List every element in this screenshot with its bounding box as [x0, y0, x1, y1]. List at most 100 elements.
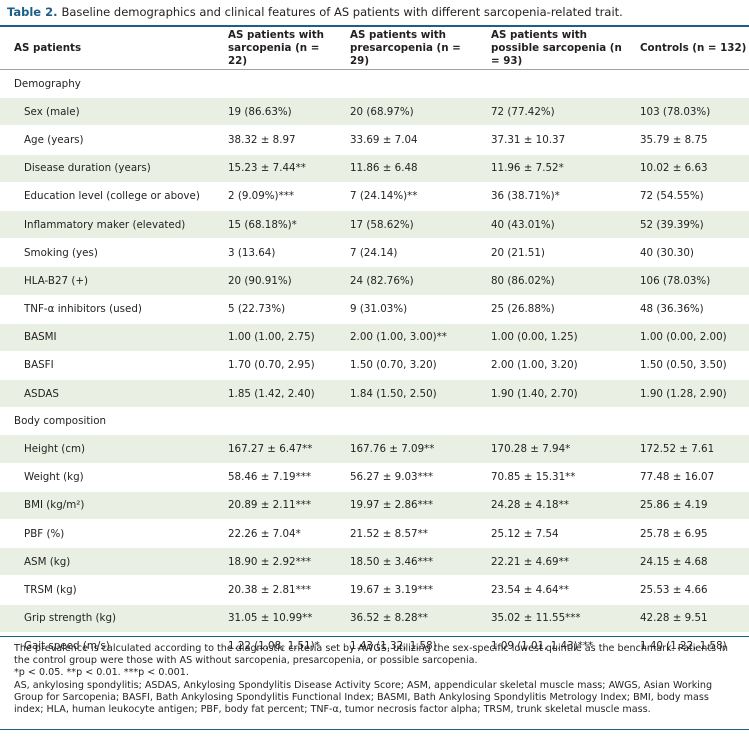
table-cell: 9 (31.03%) — [336, 294, 477, 324]
section-title: Demography — [0, 69, 749, 98]
footnote-prevalence: The prevalence is calculated according t… — [14, 643, 728, 667]
table-cell: 56.27 ± 9.03*** — [336, 462, 477, 492]
table-cell: 1.70 (0.70, 2.95) — [214, 350, 336, 380]
table-row: Smoking (yes) 3 (13.64) 7 (24.14) 20 (21.51… — [0, 238, 749, 267]
table-row: PBF (%) 22.26 ± 7.04* 21.52 ± 8.57** 25.12 … — [0, 518, 749, 548]
table-cell: 36 (38.71%)* — [477, 181, 626, 211]
row-label: PBF (%) — [0, 518, 214, 548]
table-cell: 19.67 ± 3.19*** — [336, 575, 477, 605]
table-row: Age (years) 38.32 ± 8.97 33.69 ± 7.04 37.31… — [0, 125, 749, 155]
table-cell: 1.00 (1.00, 2.75) — [214, 322, 336, 352]
table-cell: 80 (86.02%) — [477, 266, 626, 295]
table-cell: 19 (86.63%) — [214, 97, 336, 126]
row-label: TNF-α inhibitors (used) — [0, 294, 214, 324]
table-row: Inflammatory maker (elevated) 15 (68.18%)… — [0, 209, 749, 239]
row-label: Grip strength (kg) — [0, 603, 214, 633]
table-cell: 19.97 ± 2.86*** — [336, 490, 477, 520]
table-cell: 22.26 ± 7.04* — [214, 518, 336, 548]
table-cell: 1.00 (0.00, 2.00) — [626, 322, 749, 352]
row-label: Age (years) — [0, 125, 214, 155]
table-cell: 2.00 (1.00, 3.20) — [477, 350, 626, 380]
row-label: TRSM (kg) — [0, 575, 214, 605]
table-cell: 35.02 ± 11.55*** — [477, 603, 626, 633]
table-cell: 15 (68.18%)* — [214, 209, 336, 239]
row-label: HLA-B27 (+) — [0, 266, 214, 295]
table-cell: 40 (30.30) — [626, 238, 749, 267]
row-label: Smoking (yes) — [0, 238, 214, 267]
table-cell: 17 (58.62%) — [336, 209, 477, 239]
table-cell: 33.69 ± 7.04 — [336, 125, 477, 155]
table-cell: 24.15 ± 4.68 — [626, 547, 749, 576]
row-label: ASM (kg) — [0, 547, 214, 576]
table-row: TRSM (kg) 20.38 ± 2.81*** 19.67 ± 3.19*** 2… — [0, 575, 749, 605]
table-cell: 42.28 ± 9.51 — [626, 603, 749, 633]
data-table: AS patients AS patients with sarcopenia … — [0, 27, 749, 660]
table-row: Grip strength (kg) 31.05 ± 10.99** 36.52 ±… — [0, 603, 749, 633]
header-possible-sarcopenia: AS patients with possible sarcopenia (n … — [477, 27, 626, 70]
table-cell: 18.50 ± 3.46*** — [336, 547, 477, 576]
table-cell: 20 (90.91%) — [214, 266, 336, 295]
table-cell: 40 (43.01%) — [477, 209, 626, 239]
table-body: Demography Sex (male) 19 (86.63%) 20 (68.97… — [0, 69, 749, 660]
table-cell: 48 (36.36%) — [626, 294, 749, 324]
table-cell: 20 (68.97%) — [336, 97, 477, 126]
table-row: ASM (kg) 18.90 ± 2.92*** 18.50 ± 3.46*** 22… — [0, 547, 749, 576]
table-cell: 1.90 (1.40, 2.70) — [477, 379, 626, 408]
table-cell: 24.28 ± 4.18** — [477, 490, 626, 520]
table-cell: 25.12 ± 7.54 — [477, 518, 626, 548]
table-cell: 25.86 ± 4.19 — [626, 490, 749, 520]
table-cell: 5 (22.73%) — [214, 294, 336, 324]
row-label: Height (cm) — [0, 434, 214, 464]
table-cell: 7 (24.14%)** — [336, 181, 477, 211]
table-row: Education level (college or above) 2 (9.0… — [0, 181, 749, 211]
table-cell: 36.52 ± 8.28** — [336, 603, 477, 633]
table-cell: 106 (78.03%) — [626, 266, 749, 295]
footnote-abbreviations: AS, ankylosing spondylitis; ASDAS, Ankyl… — [14, 679, 713, 716]
table-cell: 11.86 ± 6.48 — [336, 153, 477, 183]
table-cell: 2.00 (1.00, 3.00)** — [336, 322, 477, 352]
row-label: Inflammatory maker (elevated) — [0, 209, 214, 239]
table-row: BMI (kg/m²) 20.89 ± 2.11*** 19.97 ± 2.86**… — [0, 490, 749, 520]
table-row: BASMI 1.00 (1.00, 2.75) 2.00 (1.00, 3.00)*… — [0, 322, 749, 352]
table-row: Weight (kg) 58.46 ± 7.19*** 56.27 ± 9.03**… — [0, 462, 749, 492]
table-cell: 18.90 ± 2.92*** — [214, 547, 336, 576]
table-cell: 70.85 ± 15.31** — [477, 462, 626, 492]
table-cell: 10.02 ± 6.63 — [626, 153, 749, 183]
table-row: BASFI 1.70 (0.70, 2.95) 1.50 (0.70, 3.20) 2… — [0, 350, 749, 380]
table-cell: 38.32 ± 8.97 — [214, 125, 336, 155]
row-label: Education level (college or above) — [0, 181, 214, 211]
table-cell: 23.54 ± 4.64** — [477, 575, 626, 605]
table-cell: 72 (77.42%) — [477, 97, 626, 126]
table-cell: 37.31 ± 10.37 — [477, 125, 626, 155]
table-row: Disease duration (years) 15.23 ± 7.44** 11… — [0, 153, 749, 183]
section-row: Body composition — [0, 407, 749, 435]
table-cell: 172.52 ± 7.61 — [626, 434, 749, 464]
table-cell: 1.90 (1.28, 2.90) — [626, 379, 749, 408]
table-cell: 11.96 ± 7.52* — [477, 153, 626, 183]
section-title: Body composition — [0, 407, 749, 435]
table-cell: 2 (9.09%)*** — [214, 181, 336, 211]
table-cell: 103 (78.03%) — [626, 97, 749, 126]
row-label: Disease duration (years) — [0, 153, 214, 183]
row-label: Weight (kg) — [0, 462, 214, 492]
table-cell: 58.46 ± 7.19*** — [214, 462, 336, 492]
table-cell: 77.48 ± 16.07 — [626, 462, 749, 492]
footnote-significance: *p < 0.05. **p < 0.01. ***p < 0.001. — [14, 667, 189, 679]
table-cell: 25 (26.88%) — [477, 294, 626, 324]
table-row: ASDAS 1.85 (1.42, 2.40) 1.84 (1.50, 2.50) 1… — [0, 379, 749, 408]
table-cell: 15.23 ± 7.44** — [214, 153, 336, 183]
table-cell: 1.84 (1.50, 2.50) — [336, 379, 477, 408]
table-cell: 22.21 ± 4.69** — [477, 547, 626, 576]
table-cell: 1.85 (1.42, 2.40) — [214, 379, 336, 408]
table-cell: 52 (39.39%) — [626, 209, 749, 239]
table-cell: 167.76 ± 7.09** — [336, 434, 477, 464]
table-cell: 1.50 (0.50, 3.50) — [626, 350, 749, 380]
row-label: BASMI — [0, 322, 214, 352]
header-as-patients: AS patients — [0, 27, 214, 70]
table-cell: 35.79 ± 8.75 — [626, 125, 749, 155]
header-controls: Controls (n = 132) — [626, 27, 749, 70]
table-cell: 3 (13.64) — [214, 238, 336, 267]
header-sarcopenia: AS patients with sarcopenia (n = 22) — [214, 27, 336, 70]
row-label: ASDAS — [0, 379, 214, 408]
table-row: Sex (male) 19 (86.63%) 20 (68.97%) 72 (77.4… — [0, 97, 749, 126]
